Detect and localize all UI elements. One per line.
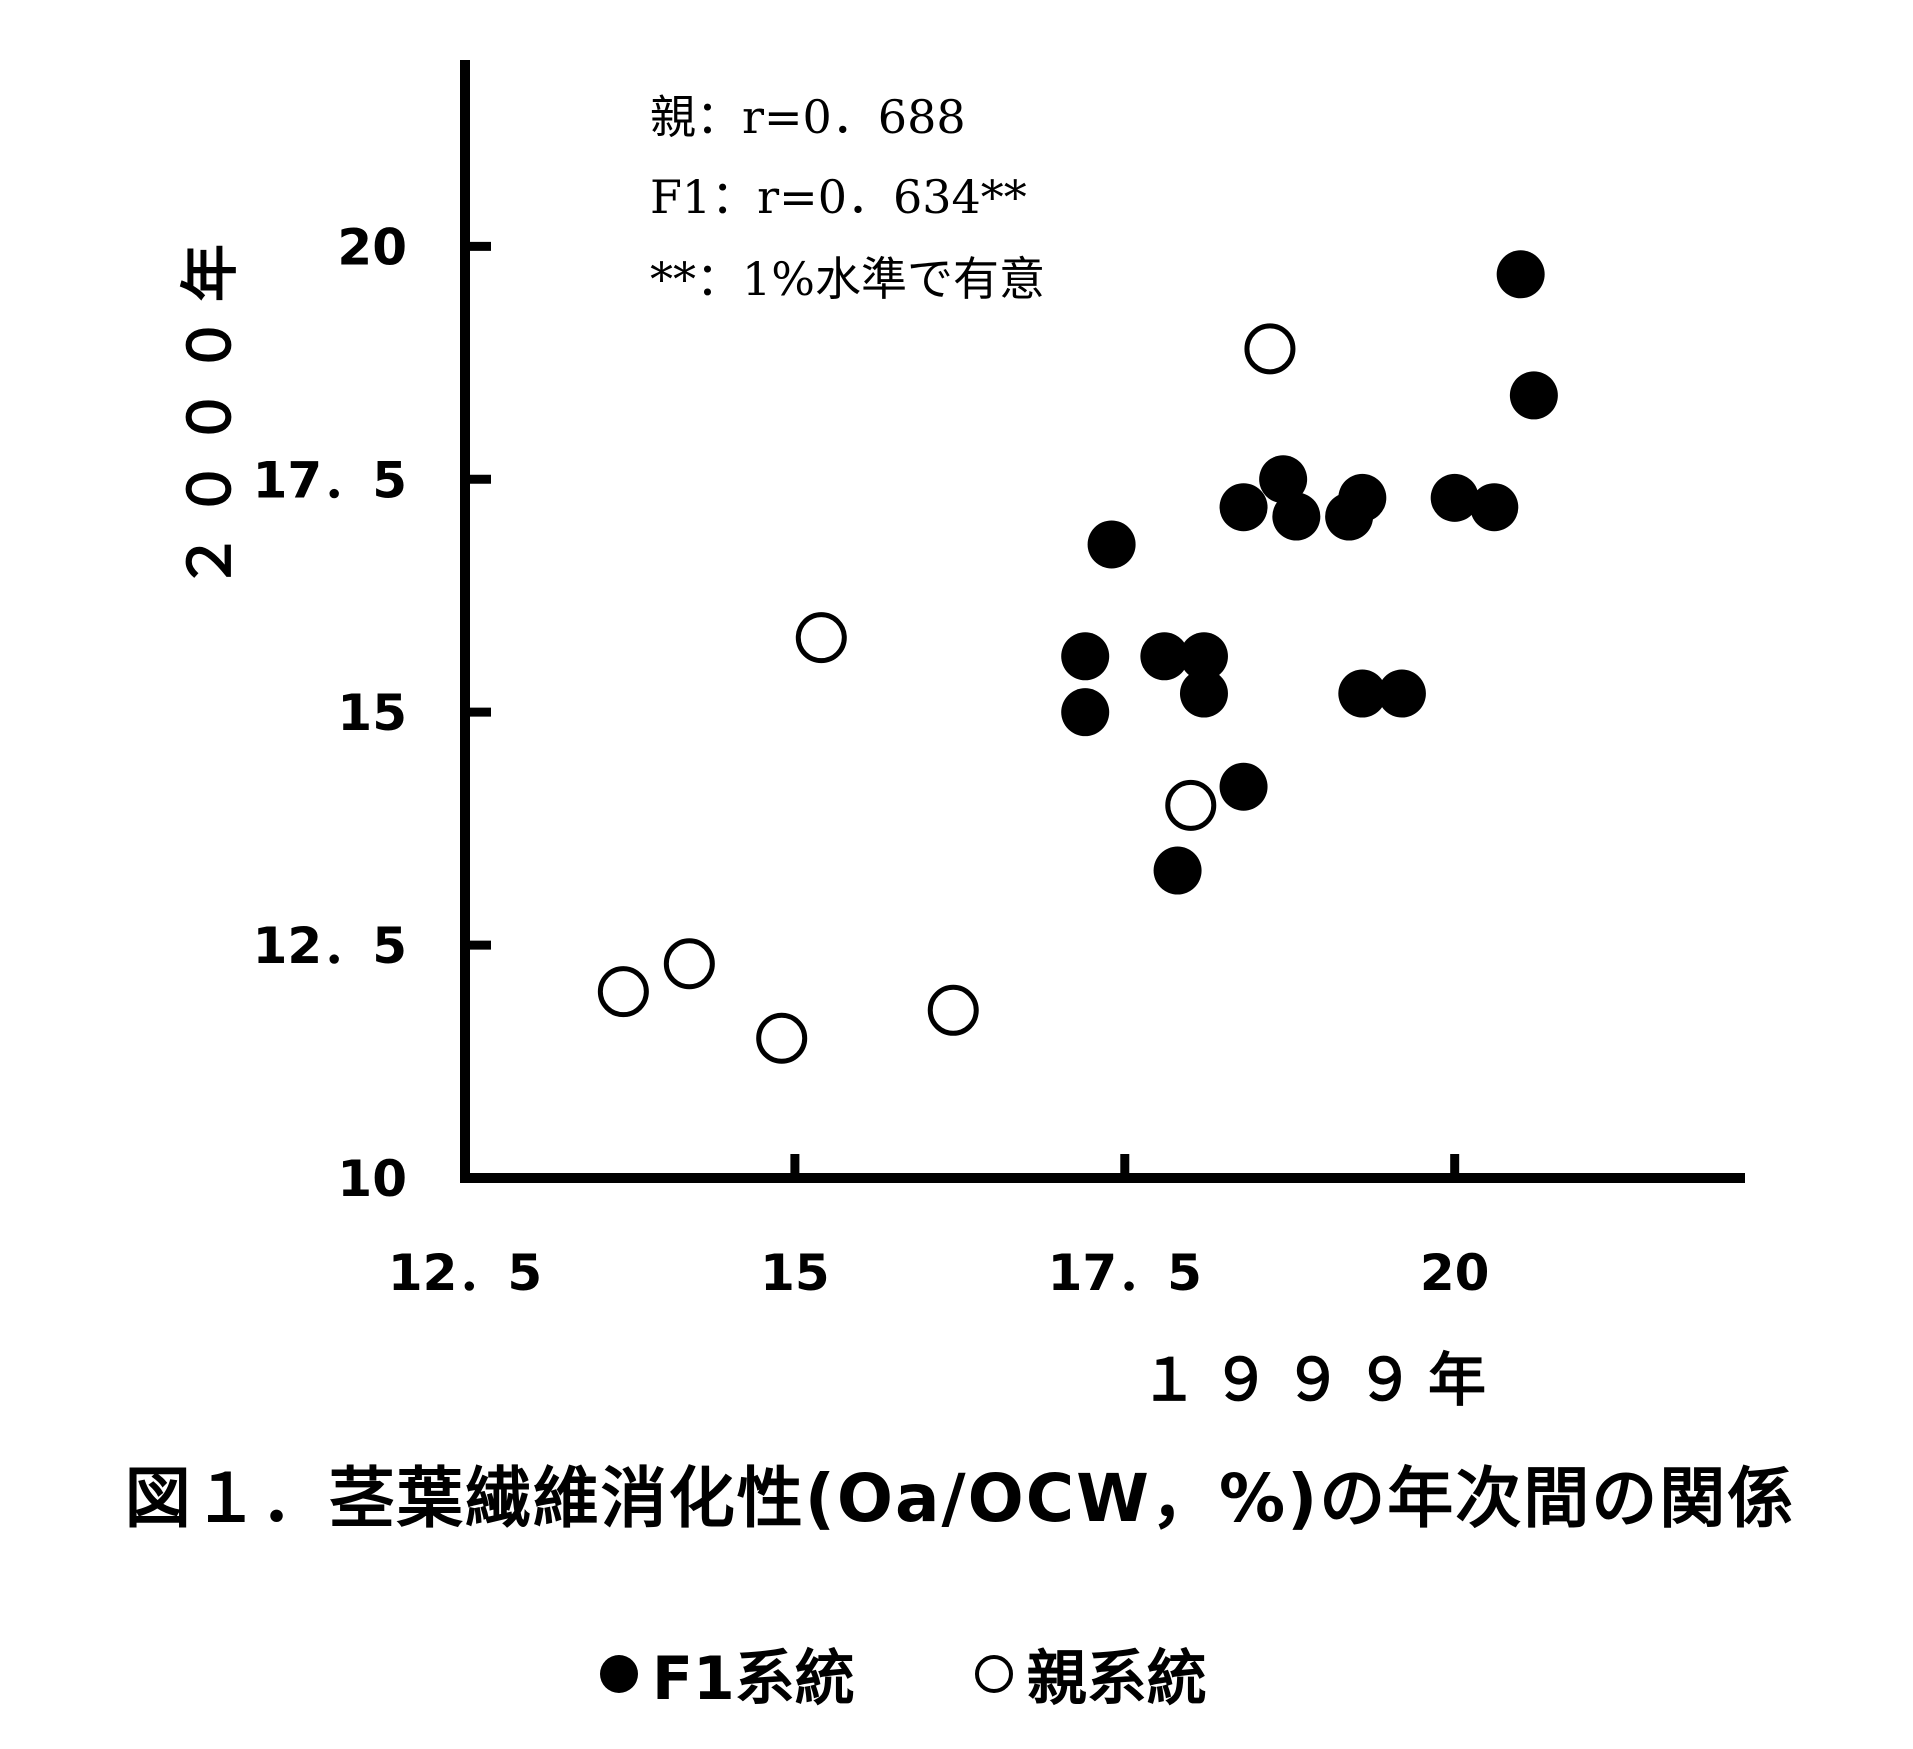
y-tick-label: 10 (337, 1150, 407, 1208)
f1-point (1179, 669, 1228, 718)
legend-label-parent: 親系統 (1026, 1644, 1207, 1714)
f1-point (1219, 762, 1268, 811)
f1-point (1140, 632, 1189, 681)
y-tick-label: 20 (337, 218, 407, 276)
x-tick-label: 17．5 (1048, 1244, 1202, 1302)
annotation-significance: **：1%水準で有意 (650, 252, 1045, 306)
x-ticks: 12．5 15 17．5 20 (388, 1154, 1490, 1302)
y-tick-label: 15 (337, 684, 407, 742)
legend: F1系統 親系統 (600, 1630, 1327, 1717)
filled-circle-icon (600, 1654, 638, 1693)
f1-point (1430, 473, 1479, 522)
f1-series (1061, 250, 1558, 895)
x-axis-title: １９９９年 (1140, 1346, 1500, 1414)
f1-point (1153, 846, 1202, 895)
f1-point (1272, 492, 1321, 541)
f1-point (1061, 632, 1110, 681)
parent-point (927, 984, 979, 1036)
annotation-parent-r: 親：r=0．688 (650, 90, 966, 144)
parent-point (1165, 779, 1217, 831)
parent-point (663, 938, 715, 990)
f1-point (1179, 632, 1228, 681)
annotation-f1-r: F1：r=0．634** (650, 170, 1027, 224)
f1-point (1338, 473, 1387, 522)
x-tick-label: 20 (1420, 1244, 1490, 1302)
f1-point (1496, 250, 1545, 299)
y-tick-label: 12．5 (253, 917, 407, 975)
x-tick-label: 12．5 (388, 1244, 542, 1302)
legend-label-f1: F1系統 (652, 1644, 855, 1714)
parent-point (756, 1012, 808, 1064)
parent-point (795, 612, 847, 664)
f1-point (1087, 520, 1136, 569)
parent-point (597, 966, 649, 1018)
f1-point (1470, 483, 1519, 532)
open-circle-icon (974, 1654, 1013, 1693)
figure-title: 図１．茎葉繊維消化性(Oa/OCW，%)の年次間の関係 (124, 1460, 1796, 1537)
f1-point (1061, 688, 1110, 737)
parent-point (1244, 323, 1296, 375)
f1-point (1219, 483, 1268, 532)
f1-point (1509, 371, 1558, 420)
f1-point (1338, 669, 1387, 718)
legend-item-parent: 親系統 (974, 1630, 1207, 1717)
x-tick-label: 15 (760, 1244, 830, 1302)
f1-point (1259, 455, 1308, 504)
y-tick-label: 17．5 (253, 451, 407, 509)
f1-point (1377, 669, 1426, 718)
legend-item-f1: F1系統 (600, 1630, 855, 1717)
y-ticks: 10 12．5 15 17．5 20 (253, 218, 491, 1208)
y-axis-title: ２０００年 (176, 230, 244, 590)
parent-series (597, 323, 1296, 1064)
